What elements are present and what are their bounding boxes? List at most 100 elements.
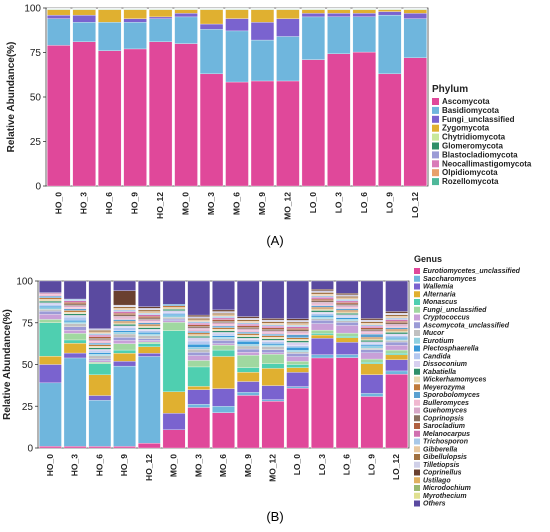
bar-segment-ho-3-guehomyces	[64, 306, 86, 308]
bar-segment-mo-9-gibellulopsis	[237, 320, 259, 322]
bar-segment-mo-6-ascomycota	[226, 82, 249, 186]
bar-segment-mo-9-sarocladium	[237, 326, 259, 328]
bar-segment-mo-9-coprinellus	[237, 317, 259, 319]
legend-swatch-saccharomyces	[414, 276, 420, 282]
bar-segment-mo-3-sarocladium	[188, 325, 210, 327]
bar-segment-ho-6-others	[89, 281, 111, 329]
bar-segment-lo-0-gibellulopsis	[287, 322, 309, 324]
bar-segment-mo-3-eurotium	[188, 347, 210, 349]
bar-segment-mo-9-fungi-unclassified	[251, 22, 274, 40]
bar-segment-ho-9-candida	[113, 328, 135, 331]
bar-segment-mo-3-alternaria	[188, 386, 210, 389]
y-tick-label: 0	[35, 182, 41, 193]
legend-label-ascomycota: Ascomycota	[442, 97, 490, 106]
bar-segment-mo-3-ascomycota-unclassified	[188, 352, 210, 355]
bar-segment-mo-12-trichosporon	[262, 325, 284, 327]
bar-segment-lo-3-eurotium	[311, 317, 333, 319]
bar-segment-mo-6-fungi-unclassified	[212, 345, 234, 350]
bar-segment-mo-0-sporobolomyces	[163, 304, 185, 306]
bar-segment-mo-0-zygomycota	[175, 10, 198, 14]
bar-segment-lo-0-ascomycota	[302, 60, 325, 186]
bar-segment-mo-12-alternaria	[262, 368, 284, 385]
bar-segment-mo-3-fungi-unclassified	[188, 360, 210, 366]
bar-segment-mo-9-dissoconium	[237, 338, 259, 340]
bar-segment-lo-6-gibberella	[336, 298, 358, 300]
bar-segment-lo-6-wallemia	[336, 342, 358, 354]
bar-segment-lo-6-mucor	[336, 321, 358, 323]
bar-segment-mo-9-basidiomycota	[251, 40, 274, 81]
legend-swatch-plectosphaerella	[414, 346, 420, 352]
bar-segment-lo-12-coprinellus	[386, 312, 408, 314]
legend-label-fungi-unclassified: Fungi_unclassified	[442, 115, 515, 124]
bar-segment-mo-6-wickerhamomyces	[212, 329, 234, 331]
bar-segment-mo-9-eurotium	[237, 344, 259, 346]
bar-segment-lo-6-plectosphaerella	[336, 318, 358, 320]
x-tick-label: HO_12	[155, 192, 165, 219]
bar-segment-ho-9-meyerozyma	[113, 321, 135, 323]
bar-segment-lo-6-meyerozyma	[336, 310, 358, 312]
bar-segment-ho-6-saccharomyces	[89, 400, 111, 446]
bar-segment-mo-12-ascomycota-unclassified	[262, 350, 284, 353]
bar-segment-mo-6-basidiomycota	[226, 31, 249, 82]
legend-swatch-neocallimastigomycota	[432, 160, 439, 167]
legend-label-gibberella: Gibberella	[423, 446, 457, 453]
bar-segment-mo-3-mucor	[188, 349, 210, 352]
bar-segment-lo-9-kabatiella	[361, 340, 383, 342]
bar-segment-ho-12-basidiomycota	[149, 19, 172, 42]
x-tick-label: LO_12	[391, 454, 401, 480]
bar-segment-ho-3-sarocladium	[64, 302, 86, 304]
bar-segment-mo-6-wallemia	[212, 389, 234, 407]
legend-swatch-glomeromycota	[432, 143, 439, 150]
x-tick-label: MO_0	[169, 454, 179, 477]
bar-segment-ho-6-eurotiomycetes-unclassified	[89, 446, 111, 448]
bar-segment-mo-3-wallemia	[188, 390, 210, 405]
bar-segment-lo-9-coprinopsis	[361, 329, 383, 331]
bar-segment-ho-9-cryptococcus	[113, 340, 135, 343]
bar-segment-mo-3-eurotiomycetes-unclassified	[188, 407, 210, 448]
legend-label-coprinellus: Coprinellus	[423, 470, 462, 477]
bar-segment-lo-0-trichosporon	[287, 325, 309, 327]
bar-segment-mo-0-plectosphaerella	[163, 314, 185, 316]
bar-segment-mo-12-sporobolomyces	[262, 334, 284, 336]
bar-segment-lo-3-ascomycota	[327, 54, 350, 186]
bar-segment-lo-3-tilletiopsis	[311, 291, 333, 293]
panel-label-a: (A)	[266, 233, 283, 248]
bar-segment-lo-3-others	[311, 281, 333, 289]
bar-segment-mo-3-others	[188, 281, 210, 315]
bar-segment-ho-6-basidiomycota	[98, 22, 121, 50]
bar-segment-lo-6-melanocarpus	[336, 301, 358, 303]
bar-segment-mo-0-cryptococcus	[163, 321, 185, 323]
bar-segment-lo-0-dissoconium	[287, 342, 309, 345]
bar-segment-mo-0-wallemia	[163, 413, 185, 430]
bar-segment-mo-6-gibberella	[212, 315, 234, 317]
bar-segment-ho-6-sporobolomyces	[89, 343, 111, 345]
x-tick-label: LO_9	[366, 454, 376, 476]
bar-segment-mo-0-mucor	[163, 317, 185, 319]
bar-segment-ho-12-sarocladium	[138, 316, 160, 318]
bar-segment-lo-12-eurotium	[386, 339, 408, 341]
bar-segment-lo-0-tilletiopsis	[287, 320, 309, 322]
bar-segment-lo-6-zygomycota	[353, 10, 376, 14]
bar-segment-ho-12-cryptococcus	[138, 340, 160, 342]
bar-segment-lo-12-gibellulopsis	[386, 315, 408, 317]
bar-segment-ho-0-sporobolomyces	[39, 296, 61, 298]
bar-segment-mo-3-tilletiopsis	[188, 317, 210, 319]
bar-segment-lo-9-wallemia	[361, 375, 383, 394]
bar-segment-ho-6-meyerozyma	[89, 345, 111, 347]
legend-swatch-blastocladiomycota	[432, 151, 439, 158]
bar-segment-lo-6-fungi-unclassified	[336, 333, 358, 336]
bar-segment-ho-3-wickerhamomyces	[64, 312, 86, 314]
bar-segment-lo-12-cryptococcus	[386, 345, 408, 350]
bar-segment-mo-12-mucor	[262, 347, 284, 350]
bar-segment-mo-9-trichosporon	[237, 323, 259, 325]
bar-segment-lo-9-meyerozyma	[361, 337, 383, 339]
bar-segment-ho-6-ascomycota	[98, 51, 121, 186]
bar-segment-ho-3-trichosporon	[64, 299, 86, 301]
bar-segment-lo-0-fungi-unclassified	[287, 361, 309, 364]
bar-segment-lo-3-eurotiomycetes-unclassified	[311, 358, 333, 448]
bar-segment-ho-6-tilletiopsis	[89, 329, 111, 331]
bar-segment-ho-9-gibberella	[113, 308, 135, 310]
bar-segment-ho-9-wickerhamomyces	[113, 323, 135, 325]
bar-segment-lo-3-cryptococcus	[311, 324, 333, 331]
